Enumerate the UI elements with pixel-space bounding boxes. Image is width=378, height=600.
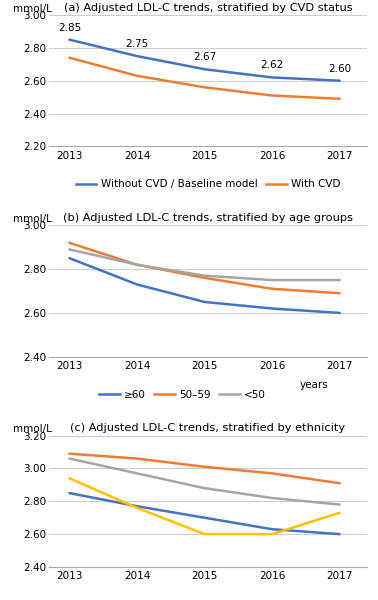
Text: years: years	[300, 380, 329, 390]
Text: 2.67: 2.67	[193, 52, 216, 62]
Title: (b) Adjusted LDL-C trends, stratified by age groups: (b) Adjusted LDL-C trends, stratified by…	[63, 213, 353, 223]
Text: 2.85: 2.85	[58, 23, 81, 32]
Title: (c) Adjusted LDL-C trends, stratified by ethnicity: (c) Adjusted LDL-C trends, stratified by…	[70, 424, 345, 433]
Text: mmol/L: mmol/L	[12, 424, 51, 434]
Text: mmol/L: mmol/L	[12, 4, 51, 14]
Text: mmol/L: mmol/L	[12, 214, 51, 224]
Text: 2.75: 2.75	[125, 39, 149, 49]
Text: 2.62: 2.62	[260, 61, 284, 70]
Text: 2.60: 2.60	[328, 64, 351, 74]
Legend: Without CVD / Baseline model, With CVD: Without CVD / Baseline model, With CVD	[71, 175, 344, 194]
Legend: Chinese, Malay, Indian, Others: Chinese, Malay, Indian, Others	[74, 596, 341, 600]
Legend: ≥60, 50–59, <50: ≥60, 50–59, <50	[95, 386, 270, 404]
Title: (a) Adjusted LDL-C trends, stratified by CVD status: (a) Adjusted LDL-C trends, stratified by…	[64, 3, 352, 13]
